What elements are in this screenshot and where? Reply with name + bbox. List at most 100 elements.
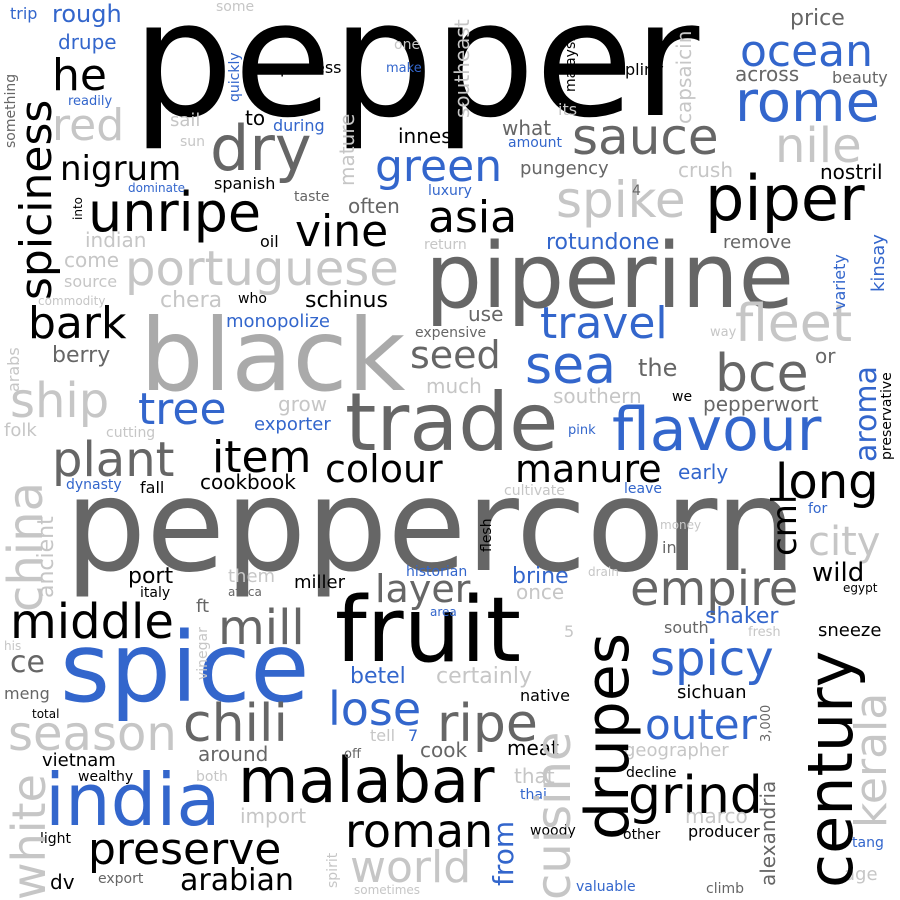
word-spiciness: spiciness <box>11 99 62 300</box>
word-southern: southern <box>553 384 642 408</box>
word-monopolize: monopolize <box>226 311 330 332</box>
word-fresh: fresh <box>748 625 781 640</box>
word-thai: thai <box>520 787 547 803</box>
word-sauce: sauce <box>572 108 719 166</box>
word-ancient: ancient <box>34 516 59 598</box>
word-luxury: luxury <box>428 183 472 199</box>
word-nigrum: nigrum <box>60 149 182 189</box>
word-spicy: spicy <box>650 631 774 687</box>
word-once: once <box>516 580 565 604</box>
word-from: from <box>487 820 520 886</box>
word-italy: italy <box>140 585 171 601</box>
word-ce: ce <box>10 645 45 680</box>
word-bark: bark <box>28 298 127 349</box>
word-pliny: pliny <box>625 60 664 79</box>
word-cutting: cutting <box>106 425 156 441</box>
word-them: them <box>228 566 276 587</box>
word-across: across <box>735 62 800 86</box>
word-red: red <box>52 100 125 151</box>
word-kerala: kerala <box>846 692 897 828</box>
word-cuisine: cuisine <box>526 731 582 900</box>
word-chili: chili <box>183 694 288 754</box>
word-expensive: expensive <box>415 325 487 341</box>
word-price: price <box>790 6 845 31</box>
word-mature: mature <box>335 113 359 186</box>
word-in: in <box>662 538 677 557</box>
word-bce: bce <box>715 344 809 404</box>
word-we: we <box>672 389 693 405</box>
word-during: during <box>273 116 325 135</box>
word-mill: mill <box>218 600 305 656</box>
word-alexandria: alexandria <box>756 780 780 886</box>
word-taste: taste <box>294 189 330 205</box>
word-tree: tree <box>138 384 227 435</box>
word-grow: grow <box>278 392 328 416</box>
word-kinsay: kinsay <box>868 234 889 292</box>
word-cml: cml <box>765 494 805 556</box>
word-india: india <box>45 758 221 842</box>
word-one: one <box>394 37 421 53</box>
word-arabs: arabs <box>4 347 23 392</box>
word-preserve: preserve <box>88 824 282 875</box>
word-malaysia: malaysia <box>563 29 579 92</box>
word-layer: layer <box>375 567 471 611</box>
word-spike: spike <box>556 171 686 229</box>
word-spirit: spirit <box>325 852 341 888</box>
word-some: some <box>216 0 255 15</box>
word-use: use <box>468 302 504 326</box>
word-sometimes: sometimes <box>354 883 421 897</box>
word-sea: sea <box>525 336 616 396</box>
word-quickly: quickly <box>227 52 243 102</box>
word-rough: rough <box>52 0 122 28</box>
word-schinus: schinus <box>305 288 388 313</box>
word-readily: readily <box>68 94 113 109</box>
word-climb: climb <box>706 881 745 897</box>
word-piperine: piperine <box>425 224 795 329</box>
word-chera: chera <box>160 288 223 313</box>
word-area: area <box>430 605 457 619</box>
word-certainly: certainly <box>436 664 532 689</box>
word-drupe: drupe <box>58 30 117 54</box>
word-pepper: pepper <box>132 0 700 153</box>
word-asia: asia <box>428 192 518 243</box>
word-who: who <box>238 291 267 307</box>
word-fleet: fleet <box>735 294 853 354</box>
word-sun: sun <box>180 134 206 150</box>
word-he: he <box>52 50 107 101</box>
word-marco: marco <box>685 804 748 828</box>
word-colour: colour <box>325 447 443 491</box>
word-season: season <box>8 706 177 762</box>
word-exporter: exporter <box>254 414 331 435</box>
word-egypt: egypt <box>843 581 878 595</box>
word-crush: crush <box>678 158 733 182</box>
word-preservative: preservative <box>879 372 895 460</box>
word-sneeze: sneeze <box>818 620 882 641</box>
word-folk: folk <box>4 420 37 441</box>
word-spanish: spanish <box>214 174 276 193</box>
word-amount: amount <box>508 135 563 151</box>
word-what: what <box>502 116 552 140</box>
word-3000: 3,000 <box>759 704 774 742</box>
word-off: off <box>344 747 361 762</box>
word-plant: plant <box>52 432 175 488</box>
word-middle: middle <box>10 594 174 650</box>
word-pepperwort: pepperwort <box>703 392 819 416</box>
word-flavour: flavour <box>612 395 822 465</box>
word-sichuan: sichuan <box>677 682 747 703</box>
word-piper: piper <box>705 162 865 235</box>
word-its: its <box>558 100 578 119</box>
word-commodity: commodity <box>38 294 106 308</box>
word-the: the <box>638 354 678 382</box>
word-fall: fall <box>140 478 165 497</box>
word-valuable: valuable <box>576 879 636 895</box>
word-producer: producer <box>688 822 760 841</box>
word-leave: leave <box>624 481 662 497</box>
word-city: city <box>808 519 881 565</box>
word-export: export <box>98 871 144 887</box>
word-malabar: malabar <box>238 744 495 817</box>
word-dominate: dominate <box>128 181 186 195</box>
word-cook: cook <box>420 738 468 762</box>
word-process: process <box>280 58 342 77</box>
word-woody: woody <box>530 823 576 839</box>
